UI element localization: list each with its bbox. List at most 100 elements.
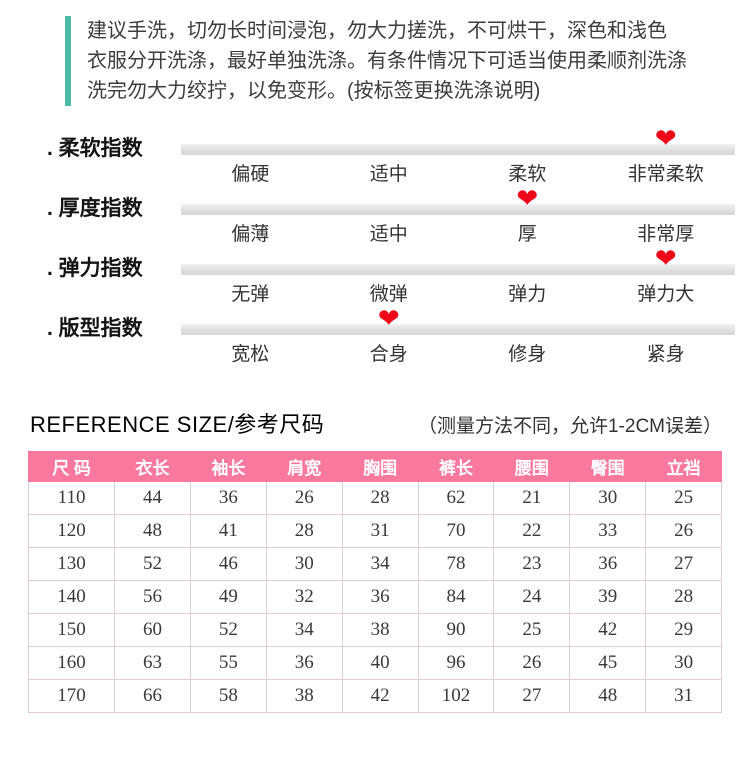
index-options: 宽松 合身 修身 紧身 [181,343,735,367]
size-cell: 96 [417,646,495,680]
size-cell: 150 [27,613,116,647]
size-cell: 36 [189,481,267,515]
care-notice: 建议手洗，切勿长时间浸泡，勿大力搓洗，不可烘干，深色和浅色 衣服分开洗涤，最好单… [65,16,735,106]
size-cell: 28 [341,481,419,515]
size-cell: 34 [341,547,419,581]
size-cell: 52 [114,547,191,581]
size-cell: 28 [645,580,722,614]
size-cell: 102 [417,679,495,713]
size-cell: 52 [189,613,267,647]
size-cell: 30 [265,547,343,581]
size-cell: 120 [27,514,116,548]
column-header: 衣长 [114,451,191,482]
heart-icon: ❤ [516,183,539,213]
size-cell: 66 [114,679,191,713]
care-notice-line: 洗完勿大力绞拧，以免变形。(按标签更换洗涤说明) [87,80,541,102]
index-track: ❤ 无弹 微弹 弹力 弹力大 [181,245,735,307]
care-notice-line: 建议手洗，切勿长时间浸泡，勿大力搓洗，不可烘干，深色和浅色 [87,20,667,42]
size-cell: 90 [417,613,495,647]
size-cell: 22 [493,514,571,548]
size-cell: 26 [493,646,571,680]
index-options: 偏薄 适中 厚 非常厚 [181,223,735,247]
size-cell: 41 [189,514,267,548]
index-bar [181,324,735,335]
index-track: ❤ 宽松 合身 修身 紧身 [181,305,735,367]
index-option: 紧身 [646,344,685,365]
size-cell: 28 [265,514,343,548]
table-row: 140 56 49 32 36 84 24 39 28 [27,580,722,614]
size-cell: 31 [645,679,722,713]
index-bar [181,204,735,215]
size-cell: 44 [114,481,191,515]
index-track: ❤ 偏薄 适中 厚 非常厚 [181,185,735,247]
size-cell: 46 [189,547,267,581]
index-option: 合身 [369,344,408,365]
size-table-body: 110 44 36 26 28 62 21 30 25 120 48 41 28 31 70 22 33 26 13… [27,481,722,713]
table-row: 110 44 36 26 28 62 21 30 25 [27,481,722,515]
reference-size-title: REFERENCE SIZE/参考尺码 [30,412,325,437]
index-row-thickness: . 厚度指数 ❤ 偏薄 适中 厚 非常厚 [0,185,750,247]
size-cell: 24 [493,580,571,614]
size-cell: 42 [341,679,419,713]
size-table-header: 尺 码 衣长 袖长 肩宽 胸围 裤长 腰围 臀围 立裆 [27,451,722,482]
index-row-fit: . 版型指数 ❤ 宽松 合身 修身 紧身 [0,305,750,367]
size-cell: 170 [27,679,116,713]
index-bar [181,144,735,155]
index-option: 无弹 [231,284,270,305]
index-option: 宽松 [231,344,270,365]
column-header: 裤长 [417,451,495,482]
size-cell: 56 [114,580,191,614]
size-cell: 58 [189,679,267,713]
heart-icon: ❤ [654,243,677,273]
size-cell: 38 [265,679,343,713]
size-cell: 84 [417,580,495,614]
index-option: 偏硬 [231,164,270,185]
size-cell: 36 [569,547,647,581]
size-cell: 160 [27,646,116,680]
size-cell: 25 [645,481,722,515]
size-cell: 34 [265,613,343,647]
index-label: . 柔软指数 [47,137,143,160]
column-header: 胸围 [341,451,419,482]
header-row: 尺 码 衣长 袖长 肩宽 胸围 裤长 腰围 臀围 立裆 [27,451,722,482]
size-cell: 39 [569,580,647,614]
index-row-elasticity: . 弹力指数 ❤ 无弹 微弹 弹力 弹力大 [0,245,750,307]
size-cell: 62 [417,481,495,515]
size-cell: 31 [341,514,419,548]
size-cell: 110 [27,481,116,515]
table-row: 160 63 55 36 40 96 26 45 30 [27,646,722,680]
size-cell: 55 [189,646,267,680]
size-cell: 49 [189,580,267,614]
table-row: 130 52 46 30 34 78 23 36 27 [27,547,722,581]
size-cell: 27 [645,547,722,581]
size-cell: 30 [569,481,647,515]
index-option: 非常柔软 [627,164,704,185]
measurement-tolerance-note: （测量方法不同，允许1-2CM误差） [417,416,722,437]
size-cell: 70 [417,514,495,548]
size-cell: 29 [645,613,722,647]
size-cell: 33 [569,514,647,548]
size-cell: 48 [569,679,647,713]
index-row-softness: . 柔软指数 ❤ 偏硬 适中 柔软 非常柔软 [0,125,750,187]
column-header: 立裆 [645,451,722,482]
index-option: 修身 [508,344,547,365]
index-label: . 厚度指数 [47,197,143,220]
index-bar [181,264,735,275]
size-cell: 26 [265,481,343,515]
size-cell: 42 [569,613,647,647]
size-cell: 36 [265,646,343,680]
table-row: 170 66 58 38 42 102 27 48 31 [27,679,722,713]
size-cell: 60 [114,613,191,647]
column-header: 臀围 [569,451,647,482]
column-header: 肩宽 [265,451,343,482]
size-cell: 23 [493,547,571,581]
index-options: 无弹 微弹 弹力 弹力大 [181,283,735,307]
size-cell: 26 [645,514,722,548]
size-table: 尺 码 衣长 袖长 肩宽 胸围 裤长 腰围 臀围 立裆 110 44 36 26 28 6… [27,451,722,713]
table-row: 150 60 52 34 38 90 25 42 29 [27,613,722,647]
size-cell: 140 [27,580,116,614]
size-cell: 36 [341,580,419,614]
index-label: . 弹力指数 [47,257,143,280]
size-cell: 63 [114,646,191,680]
index-option: 柔软 [508,164,547,185]
